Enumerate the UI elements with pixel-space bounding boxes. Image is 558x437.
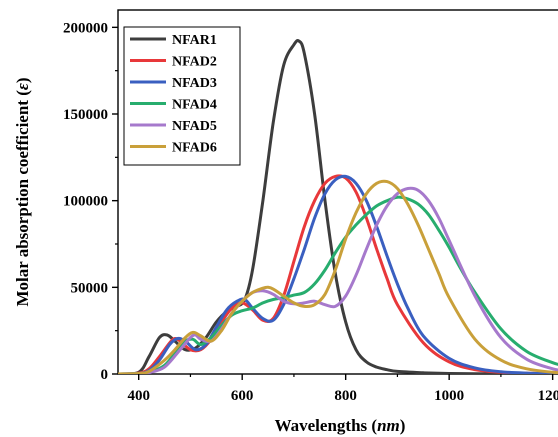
legend-label-nfar1: NFAR1 — [172, 33, 217, 48]
legend: NFAR1 NFAD2 NFAD3 NFAD4 NFAD5 NFAD6 — [123, 26, 241, 166]
x-axis-title-close: ) — [400, 416, 406, 435]
y-axis-title-main: Molar absorption coefficient ( — [13, 90, 32, 307]
x-tick-label: 1000 — [434, 388, 464, 404]
legend-label-nfad5: NFAD5 — [172, 119, 217, 134]
y-axis-title: Molar absorption coefficient (ε) — [13, 77, 32, 306]
y-tick-label: 0 — [101, 367, 109, 383]
legend-label-nfad2: NFAD2 — [172, 55, 217, 70]
y-tick-label: 100000 — [63, 194, 108, 210]
x-axis-title-unit: nm — [377, 416, 400, 435]
y-axis-title-close: ) — [13, 77, 32, 83]
y-tick-label: 200000 — [63, 20, 108, 36]
y-tick-label: 150000 — [63, 107, 108, 123]
series-line-nfad4 — [118, 195, 558, 374]
series-line-nfad6 — [118, 179, 558, 374]
plot-area-frame — [117, 9, 558, 375]
series-layer — [118, 39, 558, 374]
y-axis-title-unit: ε — [13, 83, 32, 90]
legend-label-nfad6: NFAD6 — [172, 141, 217, 156]
series-line-nfad5 — [118, 186, 558, 374]
x-axis-title: Wavelengths (nm) — [275, 416, 406, 435]
x-tick-label: 600 — [231, 388, 254, 404]
series-line-nfar1 — [118, 39, 558, 374]
legend-box — [123, 26, 241, 166]
y-tick-label: 50000 — [71, 280, 109, 296]
legend-label-nfad4: NFAD4 — [172, 98, 217, 113]
x-axis-title-main: Wavelengths ( — [275, 416, 378, 435]
legend-label-nfad3: NFAD3 — [172, 76, 217, 91]
x-tick-label: 800 — [334, 388, 357, 404]
x-tick-label: 400 — [127, 388, 150, 404]
